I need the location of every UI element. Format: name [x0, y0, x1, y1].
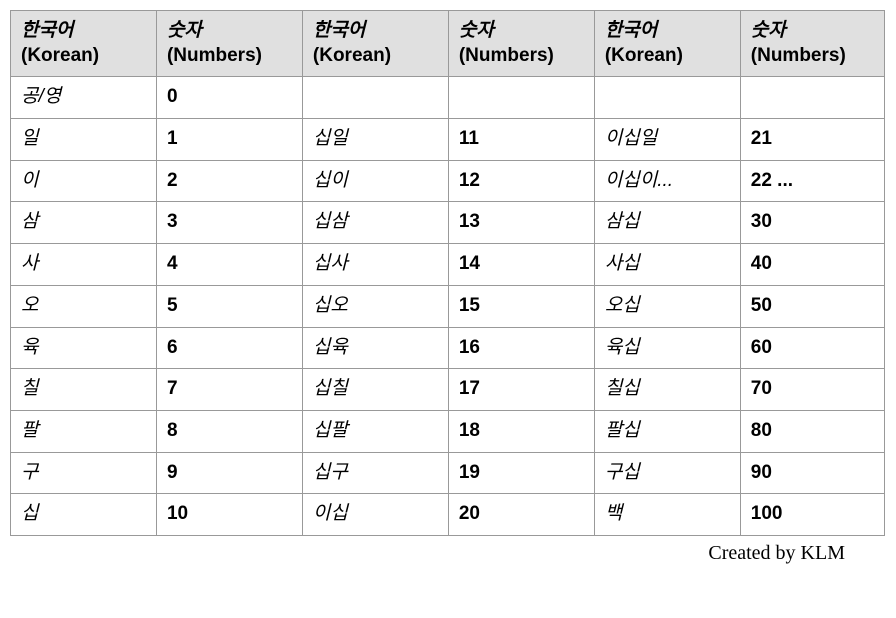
cell-number: 12	[448, 160, 594, 202]
cell-number: 10	[156, 494, 302, 536]
cell-korean: 십구	[302, 452, 448, 494]
cell-number: 90	[740, 452, 884, 494]
cell-korean: 팔십	[594, 410, 740, 452]
cell-number: 9	[156, 452, 302, 494]
table-row: 일1십일11이십일21	[11, 119, 885, 161]
cell-korean: 사	[11, 244, 157, 286]
cell-number: 15	[448, 285, 594, 327]
table-row: 이2십이12이십이...22 ...	[11, 160, 885, 202]
cell-korean: 육	[11, 327, 157, 369]
cell-number: 100	[740, 494, 884, 536]
cell-number: 5	[156, 285, 302, 327]
cell-korean: 오십	[594, 285, 740, 327]
cell-korean: 공/영	[11, 77, 157, 119]
korean-numbers-table: 한국어 (Korean) 숫자 (Numbers) 한국어 (Korean) 숫…	[10, 10, 885, 536]
table-row: 칠7십칠17칠십70	[11, 369, 885, 411]
table-row: 구9십구19구십90	[11, 452, 885, 494]
col-header-korean-2: 한국어 (Korean)	[302, 11, 448, 77]
cell-korean: 육십	[594, 327, 740, 369]
cell-number: 40	[740, 244, 884, 286]
cell-korean: 십사	[302, 244, 448, 286]
cell-korean: 삼십	[594, 202, 740, 244]
cell-number: 30	[740, 202, 884, 244]
credit-line: Created by KLM	[10, 542, 885, 565]
cell-korean: 십팔	[302, 410, 448, 452]
cell-korean: 십일	[302, 119, 448, 161]
table-row: 팔8십팔18팔십80	[11, 410, 885, 452]
cell-number	[740, 77, 884, 119]
cell-number: 20	[448, 494, 594, 536]
cell-number: 2	[156, 160, 302, 202]
cell-korean: 삼	[11, 202, 157, 244]
cell-korean: 일	[11, 119, 157, 161]
cell-number: 18	[448, 410, 594, 452]
cell-korean: 십육	[302, 327, 448, 369]
col-header-numbers-1: 숫자 (Numbers)	[156, 11, 302, 77]
cell-number: 19	[448, 452, 594, 494]
table-row: 오5십오15오십50	[11, 285, 885, 327]
cell-number: 14	[448, 244, 594, 286]
cell-korean: 구	[11, 452, 157, 494]
cell-number: 70	[740, 369, 884, 411]
col-header-numbers-2: 숫자 (Numbers)	[448, 11, 594, 77]
table-row: 삼3십삼13삼십30	[11, 202, 885, 244]
cell-korean: 십	[11, 494, 157, 536]
cell-korean: 십칠	[302, 369, 448, 411]
cell-number: 6	[156, 327, 302, 369]
table-row: 육6십육16육십60	[11, 327, 885, 369]
cell-number: 8	[156, 410, 302, 452]
cell-number: 11	[448, 119, 594, 161]
cell-korean: 칠십	[594, 369, 740, 411]
col-header-korean-1: 한국어 (Korean)	[11, 11, 157, 77]
cell-number: 80	[740, 410, 884, 452]
cell-korean	[594, 77, 740, 119]
cell-korean	[302, 77, 448, 119]
cell-number: 7	[156, 369, 302, 411]
cell-number: 13	[448, 202, 594, 244]
cell-korean: 이십이...	[594, 160, 740, 202]
cell-korean: 십삼	[302, 202, 448, 244]
cell-number: 60	[740, 327, 884, 369]
table-header-row: 한국어 (Korean) 숫자 (Numbers) 한국어 (Korean) 숫…	[11, 11, 885, 77]
cell-korean: 사십	[594, 244, 740, 286]
table-row: 사4십사14사십40	[11, 244, 885, 286]
cell-korean: 칠	[11, 369, 157, 411]
cell-korean: 팔	[11, 410, 157, 452]
col-header-numbers-3: 숫자 (Numbers)	[740, 11, 884, 77]
cell-korean: 백	[594, 494, 740, 536]
cell-korean: 십이	[302, 160, 448, 202]
table-row: 공/영0	[11, 77, 885, 119]
table-row: 십10이십20백100	[11, 494, 885, 536]
cell-number: 1	[156, 119, 302, 161]
cell-number: 50	[740, 285, 884, 327]
cell-korean: 십오	[302, 285, 448, 327]
cell-number	[448, 77, 594, 119]
cell-number: 17	[448, 369, 594, 411]
cell-korean: 오	[11, 285, 157, 327]
cell-korean: 구십	[594, 452, 740, 494]
cell-korean: 이	[11, 160, 157, 202]
cell-number: 3	[156, 202, 302, 244]
cell-korean: 이십일	[594, 119, 740, 161]
cell-number: 22 ...	[740, 160, 884, 202]
col-header-korean-3: 한국어 (Korean)	[594, 11, 740, 77]
cell-korean: 이십	[302, 494, 448, 536]
cell-number: 0	[156, 77, 302, 119]
cell-number: 21	[740, 119, 884, 161]
cell-number: 4	[156, 244, 302, 286]
cell-number: 16	[448, 327, 594, 369]
